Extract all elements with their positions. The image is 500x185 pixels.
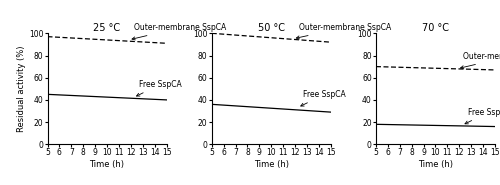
Text: Outer-membrane SspCA: Outer-membrane SspCA	[296, 23, 391, 39]
X-axis label: Time (h): Time (h)	[90, 160, 124, 169]
X-axis label: Time (h): Time (h)	[418, 160, 453, 169]
X-axis label: Time (h): Time (h)	[254, 160, 289, 169]
Title: 70 °C: 70 °C	[422, 23, 449, 33]
Text: Free SspCA: Free SspCA	[136, 80, 182, 96]
Title: 25 °C: 25 °C	[94, 23, 120, 33]
Text: Free SspCA: Free SspCA	[465, 107, 500, 124]
Y-axis label: Residual activity (%): Residual activity (%)	[17, 46, 26, 132]
Text: Outer-membrane SspCA: Outer-membrane SspCA	[460, 52, 500, 69]
Text: Outer-membrane SspCA: Outer-membrane SspCA	[132, 23, 226, 40]
Text: Free SspCA: Free SspCA	[301, 90, 346, 106]
Title: 50 °C: 50 °C	[258, 23, 285, 33]
